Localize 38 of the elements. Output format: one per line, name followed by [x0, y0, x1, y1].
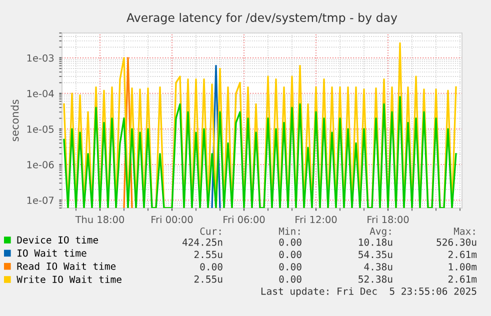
text: 526.30u — [436, 238, 476, 246]
text: 1.00m — [448, 263, 477, 270]
text: 0.00 — [279, 250, 302, 258]
x-tick-label: Fri 18:00 — [368, 216, 409, 224]
text: 52.38u — [358, 275, 392, 283]
x-tick-label: Thu 18:00 — [75, 216, 124, 224]
text: 2.61m — [448, 275, 477, 283]
text: Avg: — [370, 228, 391, 237]
y-axis-title: seconds — [10, 100, 19, 142]
legend-label: Write IO Wait time — [16, 276, 122, 284]
text: 2.55u — [194, 250, 222, 258]
text: 54.35u — [358, 250, 392, 258]
legend-label: Device IO time — [17, 236, 98, 244]
text: Last update: Fri Dec 5 23:55:06 2025 — [261, 287, 476, 297]
legend-label: IO Wait time — [18, 249, 86, 257]
text: 0.00 — [279, 275, 302, 283]
x-tick-label: Fri 12:00 — [296, 216, 337, 224]
legend-label: Read IO Wait time — [17, 262, 116, 270]
chart-title: Average latency for /dev/system/tmp - by day — [126, 12, 398, 24]
text: 4.38u — [364, 263, 392, 270]
text: Max: — [454, 228, 475, 235]
text: Min: — [278, 227, 300, 235]
x-tick-label: Fri 00:00 — [152, 216, 193, 224]
y-tick-label: 1e-07 — [27, 196, 54, 204]
text: 2.61m — [448, 250, 477, 258]
text: 424.25n — [182, 238, 222, 246]
text: 10.18u — [359, 238, 392, 246]
y-tick-label: 1e-03 — [27, 54, 54, 62]
y-tick-label: 1e-06 — [27, 161, 54, 168]
y-tick-label: 1e-05 — [27, 125, 54, 133]
text: 0.00 — [279, 238, 302, 246]
text: 2.55u — [194, 275, 222, 283]
x-tick-label: Fri 06:00 — [224, 216, 265, 224]
text: 0.00 — [200, 263, 222, 270]
text: 0.00 — [279, 263, 302, 270]
line-series — [63, 96, 457, 208]
y-tick-label: 1e-04 — [27, 90, 54, 98]
text: Cur: — [200, 227, 221, 235]
